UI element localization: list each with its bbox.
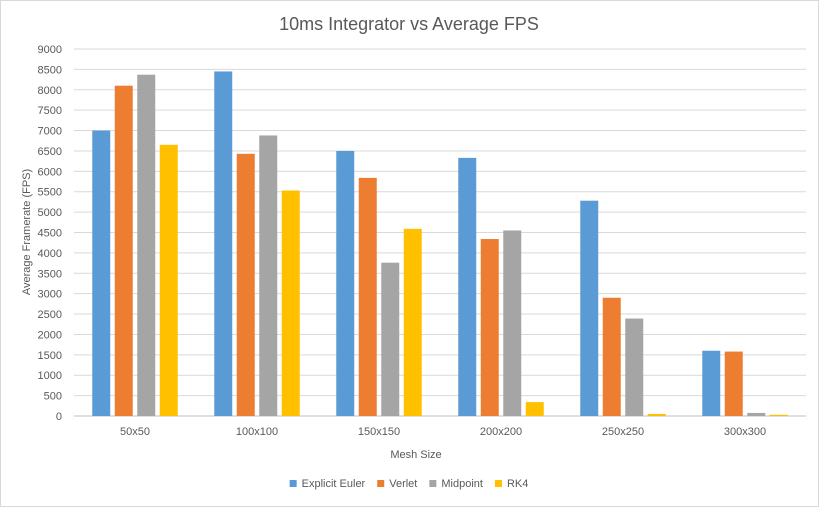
y-tick-label: 2000 — [38, 329, 62, 341]
bar — [358, 177, 377, 416]
x-tick-label: 200x200 — [480, 426, 522, 438]
y-tick-label: 1000 — [38, 370, 62, 382]
bar — [92, 130, 111, 417]
bar — [647, 413, 666, 416]
legend: Explicit Euler Verlet Midpoint RK4 — [289, 478, 528, 490]
legend-label: RK4 — [507, 478, 528, 490]
bar — [114, 85, 133, 416]
bar — [458, 157, 477, 417]
y-tick-label: 8000 — [38, 85, 62, 97]
bar — [503, 230, 522, 416]
y-tick-label: 7000 — [38, 126, 62, 138]
chart-title: 10ms Integrator vs Average FPS — [279, 14, 539, 34]
legend-swatch — [429, 480, 437, 487]
legend-label: Verlet — [389, 478, 417, 490]
bar — [602, 297, 621, 416]
legend-item: RK4 — [494, 478, 528, 490]
legend-swatch — [289, 480, 297, 487]
y-tick-label: 9000 — [38, 44, 62, 56]
bar — [336, 150, 355, 416]
bar — [137, 74, 156, 416]
bar — [580, 200, 599, 416]
gridlines — [74, 48, 806, 417]
y-tick-label: 7500 — [38, 105, 62, 117]
x-tick-label: 150x150 — [358, 426, 400, 438]
y-tick-label: 6500 — [38, 146, 62, 158]
y-tick-label: 4500 — [38, 228, 62, 240]
legend-item: Verlet — [377, 478, 417, 490]
legend-swatch — [494, 480, 502, 487]
y-tick-labels: 0 500 1000 1500 2000 2500 3000 3500 4000 4500 5000… — [38, 44, 62, 423]
bars — [92, 71, 788, 417]
bar — [214, 71, 233, 416]
x-tick-label: 250x250 — [602, 426, 644, 438]
bar — [159, 144, 178, 417]
y-tick-label: 3500 — [38, 268, 62, 280]
y-tick-label: 2500 — [38, 309, 62, 321]
y-tick-label: 5500 — [38, 187, 62, 199]
legend-label: Explicit Euler — [302, 478, 366, 490]
bar — [259, 135, 278, 416]
y-tick-label: 3000 — [38, 289, 62, 301]
legend-swatch — [377, 480, 385, 487]
x-axis-label: Mesh Size — [390, 449, 441, 461]
legend-label: Midpoint — [441, 478, 483, 490]
x-tick-label: 100x100 — [236, 426, 278, 438]
bar — [381, 262, 400, 416]
y-tick-label: 8500 — [38, 64, 62, 76]
x-tick-labels: 50x50 100x100 150x150 200x200 250x250 300x300 — [120, 426, 766, 438]
bar — [281, 190, 300, 416]
bar — [480, 239, 499, 416]
y-tick-label: 500 — [44, 391, 62, 403]
bar — [769, 414, 788, 416]
bar — [525, 402, 544, 416]
y-tick-label: 6000 — [38, 166, 62, 178]
bar — [236, 153, 255, 416]
y-axis-label: Average Framerate (FPS) — [21, 169, 33, 295]
x-tick-label: 50x50 — [120, 426, 150, 438]
legend-item: Explicit Euler — [289, 478, 366, 490]
y-tick-label: 5000 — [38, 207, 62, 219]
bar — [724, 351, 743, 416]
y-tick-label: 4000 — [38, 248, 62, 260]
legend-item: Midpoint — [429, 478, 483, 490]
bar — [702, 350, 721, 416]
x-tick-label: 300x300 — [724, 426, 766, 438]
bar — [403, 228, 422, 416]
y-tick-label: 1500 — [38, 350, 62, 362]
bar — [625, 318, 644, 416]
bar — [747, 412, 766, 416]
y-tick-label: 0 — [56, 411, 62, 423]
